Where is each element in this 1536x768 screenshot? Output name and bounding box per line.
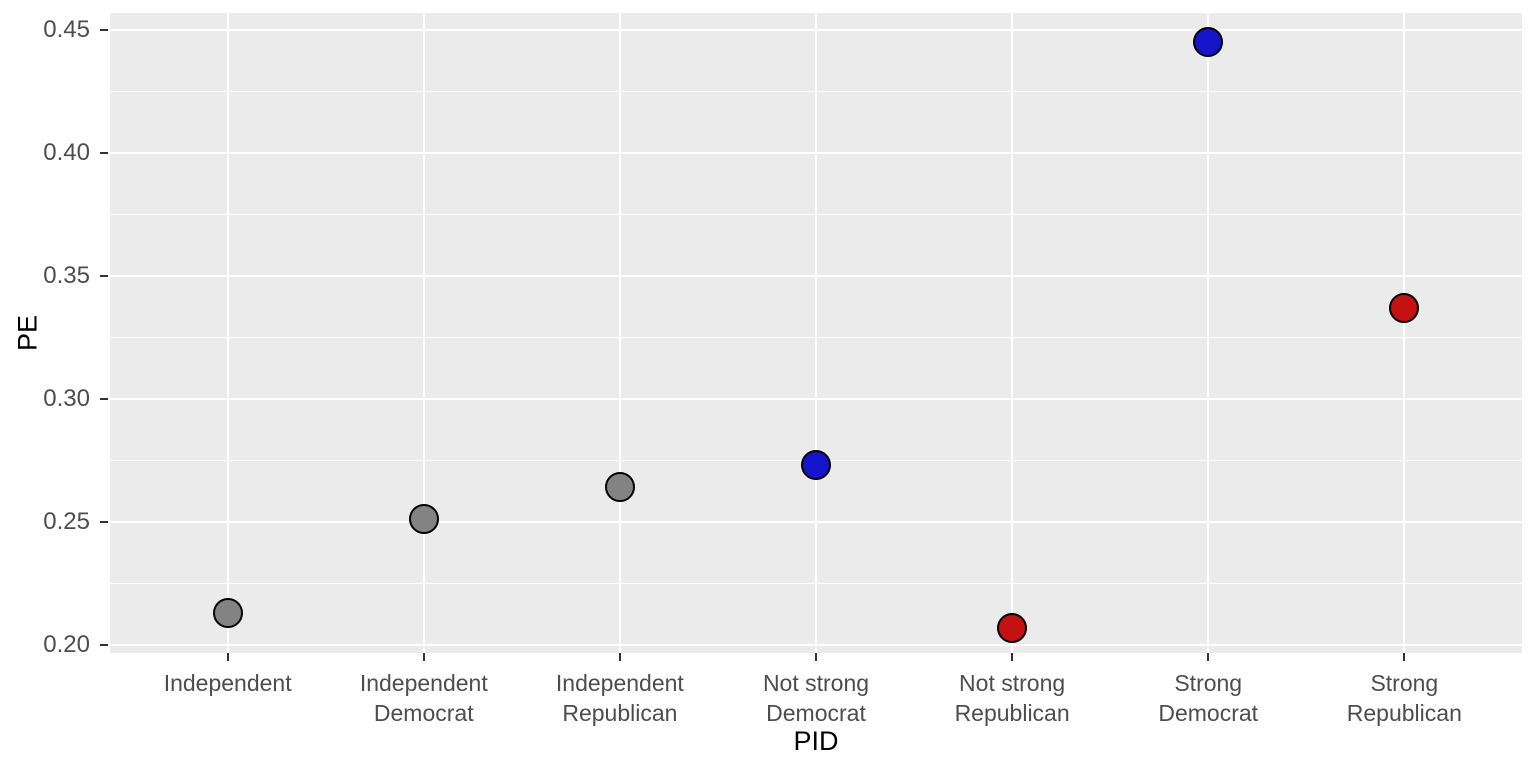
gridline-major xyxy=(226,13,229,653)
y-tick-mark xyxy=(100,397,108,400)
y-tick-label: 0.30 xyxy=(43,384,90,412)
gridline-major xyxy=(1011,13,1014,653)
x-tick-mark xyxy=(226,653,229,661)
x-tick-mark xyxy=(1207,653,1210,661)
x-axis-title: PID xyxy=(793,726,839,756)
gridline-major xyxy=(1207,13,1210,653)
plot-panel xyxy=(110,13,1522,653)
gridline-major xyxy=(422,13,425,653)
y-axis-title: PE xyxy=(12,314,43,352)
x-tick-label: Independent Democrat xyxy=(359,670,488,726)
x-tick-label: Not strong Democrat xyxy=(762,670,870,726)
data-point xyxy=(1389,292,1420,323)
gridline-major xyxy=(1403,13,1406,653)
y-tick-mark xyxy=(100,520,108,523)
y-tick-label: 0.20 xyxy=(43,630,90,658)
data-point xyxy=(801,450,831,481)
y-tick-mark xyxy=(100,151,108,154)
data-point xyxy=(408,504,439,535)
x-tick-label: Independent Republican xyxy=(555,670,684,726)
x-tick-mark xyxy=(422,653,425,661)
y-tick-label: 0.35 xyxy=(43,261,90,289)
y-tick-label: 0.25 xyxy=(43,507,90,535)
x-tick-mark xyxy=(1403,653,1406,661)
y-tick-mark xyxy=(100,274,108,277)
x-tick-label: Independent xyxy=(163,670,292,696)
x-tick-mark xyxy=(1011,653,1014,661)
y-tick-mark xyxy=(100,28,108,31)
data-point xyxy=(1193,27,1224,58)
x-tick-mark xyxy=(618,653,621,661)
x-tick-mark xyxy=(815,653,817,661)
y-tick-mark xyxy=(100,643,108,646)
y-tick-label: 0.40 xyxy=(43,138,90,166)
x-tick-label: Strong Democrat xyxy=(1158,670,1259,726)
x-tick-label: Not strong Republican xyxy=(954,670,1070,726)
data-point xyxy=(212,597,243,628)
gridline-major xyxy=(618,13,621,653)
data-point xyxy=(604,472,635,503)
x-tick-label: Strong Republican xyxy=(1346,670,1462,726)
y-tick-label: 0.45 xyxy=(43,15,90,43)
gridline-major xyxy=(815,13,817,653)
data-point xyxy=(997,612,1028,643)
